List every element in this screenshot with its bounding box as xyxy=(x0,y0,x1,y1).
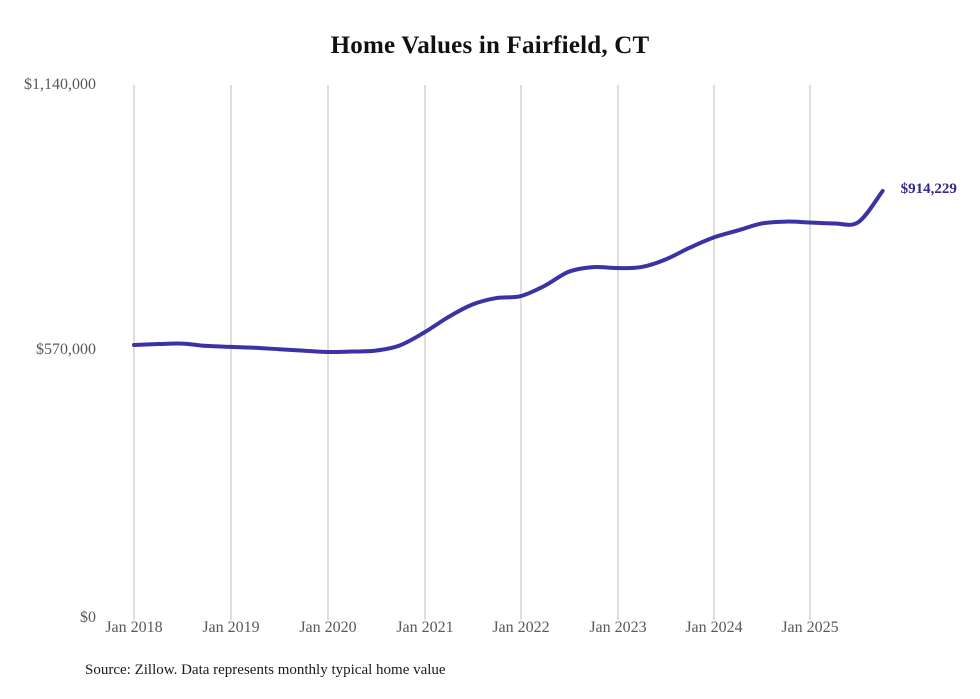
end-value-annotation: $914,229 xyxy=(900,180,957,197)
x-axis-tick-label: Jan 2018 xyxy=(105,619,163,636)
x-axis-tick-label: Jan 2024 xyxy=(685,619,743,636)
y-axis-tick-label-top: $1,140,000 xyxy=(24,76,96,93)
x-axis-tick-label: Jan 2021 xyxy=(396,619,454,636)
gridlines-group xyxy=(133,85,811,620)
x-axis-tick-label: Jan 2023 xyxy=(589,619,647,636)
x-axis-tick-label: Jan 2022 xyxy=(492,619,550,636)
x-axis-tick-label: Jan 2019 xyxy=(202,619,260,636)
source-note: Source: Zillow. Data represents monthly … xyxy=(85,662,446,678)
x-axis-tick-label: Jan 2025 xyxy=(781,619,839,636)
y-axis-tick-label-bottom: $0 xyxy=(80,609,96,626)
chart-title: Home Values in Fairfield, CT xyxy=(330,32,650,59)
data-line-series xyxy=(132,188,885,355)
y-axis-tick-label-mid: $570,000 xyxy=(36,341,96,358)
x-axis-tick-label: Jan 2020 xyxy=(299,619,357,636)
